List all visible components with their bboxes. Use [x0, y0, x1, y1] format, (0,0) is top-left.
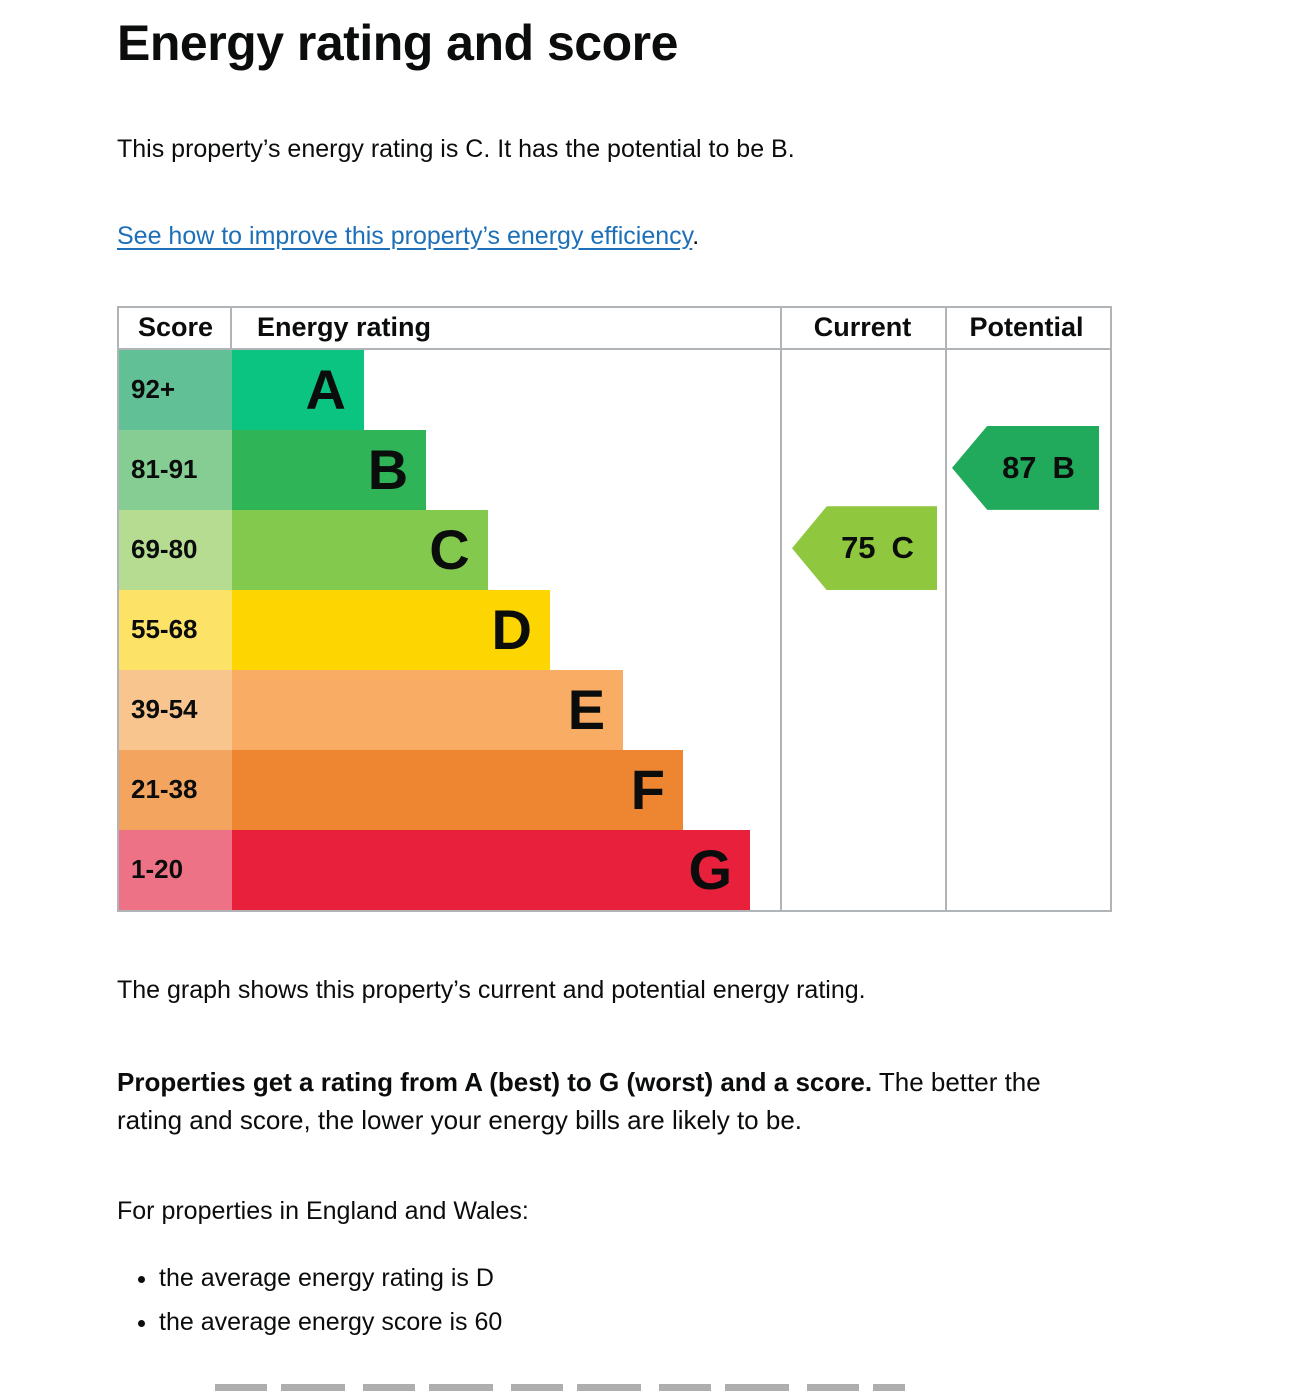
- band-bar: G: [232, 829, 751, 910]
- band-row-a: 92+ A: [119, 349, 1110, 430]
- band-score-range: 92+: [119, 349, 232, 430]
- rating-summary-text: This property’s energy rating is C. It h…: [117, 135, 795, 163]
- current-column-divider: [780, 307, 782, 910]
- rating-explanation-bold: Properties get a rating from A (best) to…: [117, 1066, 873, 1097]
- potential-column-divider: [945, 307, 947, 910]
- bar-track: E: [232, 669, 782, 750]
- band-bar: B: [232, 429, 427, 510]
- band-letter: C: [429, 517, 470, 581]
- current-rating-letter: C: [891, 530, 914, 566]
- potential-rating-letter: B: [1052, 449, 1075, 485]
- bar-track: A: [232, 349, 782, 430]
- bar-track: F: [232, 749, 782, 830]
- bar-track: G: [232, 829, 782, 910]
- band-score-range: 81-91: [119, 429, 232, 510]
- band-row-c: 69-80 C: [119, 509, 1110, 590]
- band-bar: A: [232, 349, 364, 430]
- graph-caption: The graph shows this property’s current …: [117, 975, 866, 1004]
- page-title: Energy rating and score: [117, 15, 678, 71]
- band-letter: E: [567, 677, 606, 741]
- band-score-range: 69-80: [119, 509, 232, 590]
- band-bar: E: [232, 669, 624, 750]
- bar-track: C: [232, 509, 782, 590]
- potential-score-value: 87: [1002, 449, 1037, 485]
- potential-rating-arrow: 87 B: [952, 425, 1099, 510]
- band-bar: D: [232, 589, 550, 670]
- band-row-g: 1-20 G: [119, 829, 1110, 910]
- band-row-b: 81-91 B: [119, 429, 1110, 510]
- current-score-value: 75: [841, 530, 876, 566]
- improve-efficiency-link[interactable]: See how to improve this property’s energ…: [117, 221, 693, 250]
- rating-explanation: Properties get a rating from A (best) to…: [117, 1063, 1107, 1139]
- average-rating-item: the average energy rating is D: [159, 1262, 1179, 1295]
- band-bar: C: [232, 509, 488, 590]
- band-letter: F: [630, 757, 665, 821]
- band-bar: F: [232, 749, 683, 830]
- band-letter: A: [305, 357, 346, 421]
- band-score-range: 21-38: [119, 749, 232, 830]
- score-header-divider: [230, 307, 232, 348]
- improvement-link-line: See how to improve this property’s energ…: [117, 222, 1179, 251]
- energy-rating-column-header: Energy rating: [257, 311, 432, 342]
- potential-column-header: Potential: [969, 311, 1084, 342]
- band-score-range: 1-20: [119, 829, 232, 910]
- average-score-item: the average energy score is 60: [159, 1306, 1179, 1339]
- current-column-header: Current: [813, 311, 912, 342]
- rating-explanation-rest: The better the rating and score, the low…: [117, 1066, 1041, 1135]
- band-letter: B: [367, 437, 409, 501]
- current-rating-arrow: 75 C: [792, 506, 937, 591]
- region-heading: For properties in England and Wales:: [117, 1196, 529, 1225]
- chart-header-row: Score Energy rating Current Potential: [119, 307, 1110, 350]
- band-letter: D: [491, 597, 532, 661]
- score-column-header: Score: [137, 311, 214, 342]
- epc-rating-chart: Score Energy rating Current Potential 92…: [117, 305, 1112, 912]
- cutoff-next-section-strip: [215, 1384, 905, 1391]
- band-row-d: 55-68 D: [119, 589, 1110, 670]
- bar-track: D: [232, 589, 782, 670]
- band-score-range: 55-68: [119, 589, 232, 670]
- band-row-e: 39-54 E: [119, 669, 1110, 750]
- current-rating-label: 75 C: [815, 530, 914, 566]
- band-rows: 92+ A 81-91 B 69-80 C 55-68 D 39-54 E 21…: [119, 349, 1110, 910]
- band-letter: G: [688, 837, 733, 901]
- band-score-range: 39-54: [119, 669, 232, 750]
- bar-track: B: [232, 429, 782, 510]
- link-suffix-period: .: [692, 221, 700, 250]
- band-row-f: 21-38 F: [119, 749, 1110, 830]
- averages-list: the average energy rating is D the avera…: [117, 1262, 1179, 1339]
- potential-rating-label: 87 B: [976, 450, 1075, 486]
